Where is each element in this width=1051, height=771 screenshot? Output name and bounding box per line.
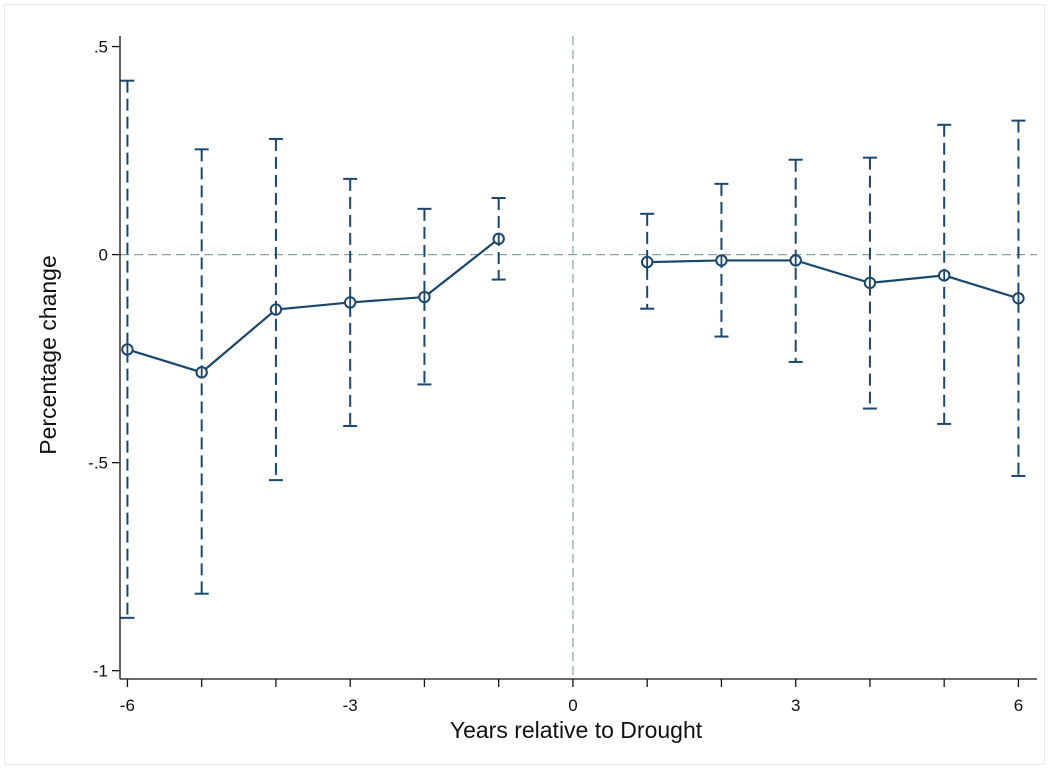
series-line [647, 259, 1019, 300]
y-tick-label: -.5 [88, 454, 108, 473]
axes: .5 0 -.5 -1 -6 -3 0 3 6 [88, 36, 1037, 715]
x-tick-label: -3 [343, 696, 358, 715]
reference-lines [120, 36, 1037, 679]
y-tick-label: 0 [99, 246, 108, 265]
x-tick-label: 0 [568, 696, 577, 715]
series-points [121, 232, 1025, 379]
x-axis-title: Years relative to Drought [450, 717, 703, 743]
chart-frame [4, 4, 1045, 765]
x-tick-label: 6 [1014, 696, 1023, 715]
y-tick-label: -1 [93, 662, 108, 681]
series-line [127, 237, 500, 374]
x-tick-label: -6 [120, 696, 135, 715]
y-axis-title: Percentage change [35, 255, 61, 455]
x-tick-label: 3 [791, 696, 800, 715]
y-tick-label: .5 [94, 38, 108, 57]
series-lines [127, 237, 1019, 374]
